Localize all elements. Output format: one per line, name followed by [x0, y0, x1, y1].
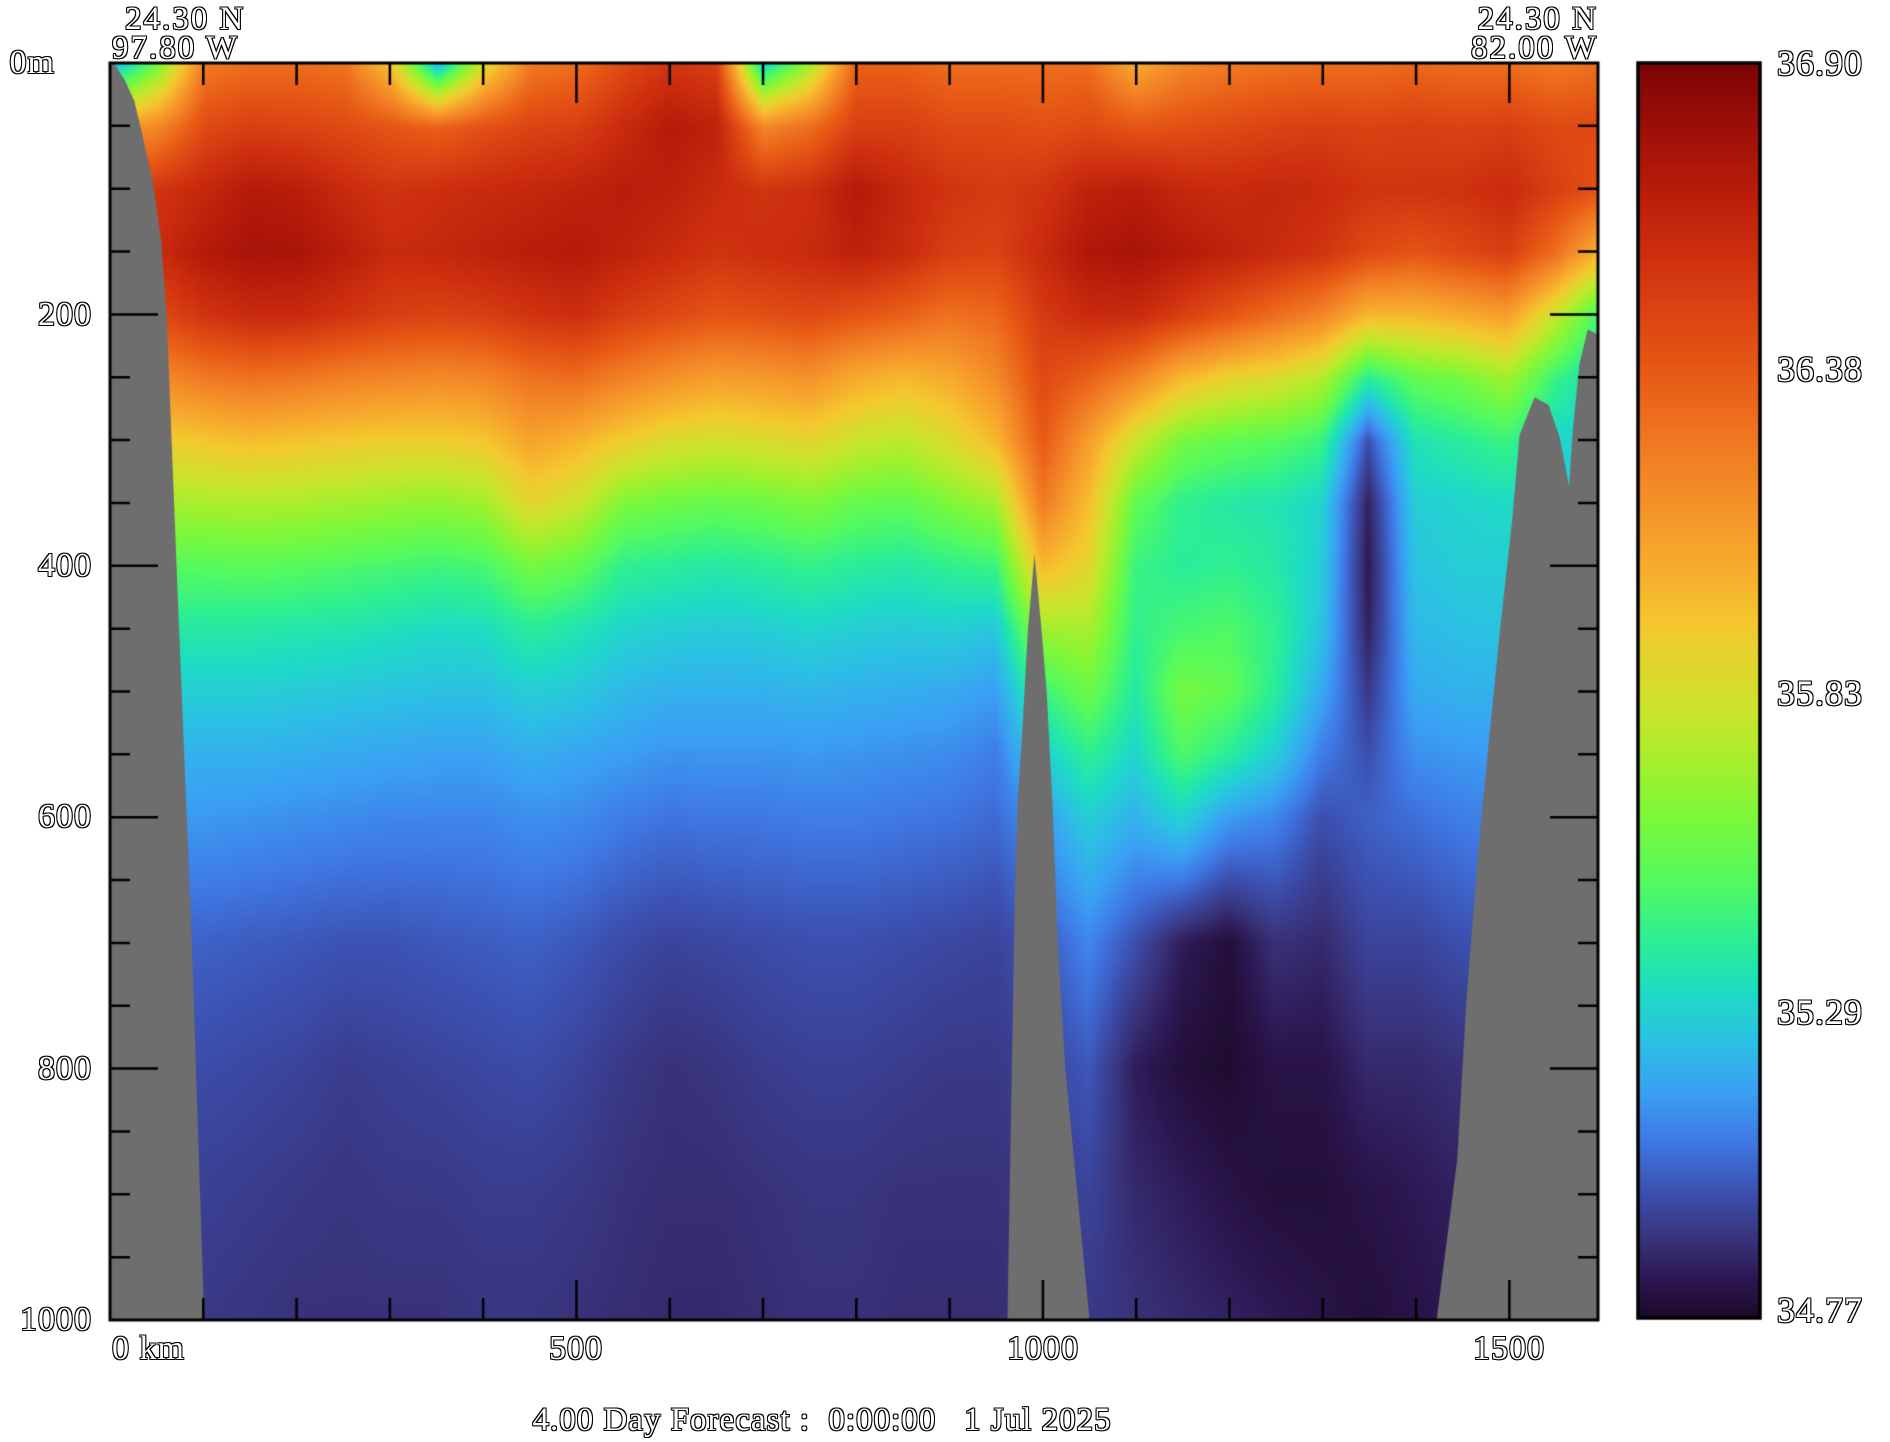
- distance-axis-label-500: 500: [549, 1330, 603, 1367]
- depth-axis-label-400: 400: [38, 547, 92, 584]
- section-end-longitude: 82.00 W: [1470, 30, 1598, 66]
- distance-axis-label-0km: 0 km: [112, 1330, 185, 1367]
- colorbar-label-3583: 35.83: [1777, 673, 1863, 713]
- depth-axis-label-800: 800: [38, 1050, 92, 1087]
- distance-axis-label-1500: 1500: [1473, 1330, 1545, 1367]
- depth-axis-label-600: 600: [38, 798, 92, 835]
- distance-axis-label-1000: 1000: [1007, 1330, 1079, 1367]
- section-end-latitude: 24.30 N: [1477, 1, 1598, 37]
- section-start-longitude: 97.80 W: [112, 30, 240, 66]
- colorbar-label-3529: 35.29: [1777, 992, 1863, 1032]
- depth-axis-label-0m: 0m: [9, 44, 55, 81]
- colorbar-label-min: 34.77: [1777, 1290, 1863, 1330]
- forecast-caption: 4.00 Day Forecast : 0:00:00 1 Jul 2025: [532, 1402, 1112, 1438]
- depth-axis-label-200: 200: [38, 296, 92, 333]
- colorbar-label-3638: 36.38: [1777, 349, 1863, 389]
- depth-axis-label-1000: 1000: [20, 1301, 92, 1338]
- colorbar-label-max: 36.90: [1777, 43, 1863, 83]
- section-start-latitude: 24.30 N: [125, 1, 246, 37]
